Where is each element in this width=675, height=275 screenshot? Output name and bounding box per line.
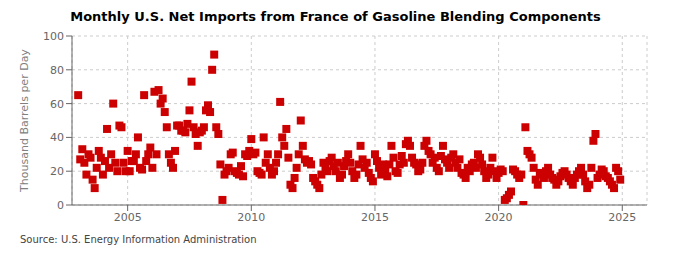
html-text:Monthly U.S. Net Imports from: Monthly U.S. Net Imports from France of … <box>70 9 601 24</box>
svg-text:40: 40 <box>50 131 64 144</box>
svg-text:Thousand Barrels per Day: Thousand Barrels per Day <box>18 49 31 193</box>
html-text:Source: U.S. Energy Informatio: Source: U.S. Energy Information Administ… <box>20 234 257 245</box>
svg-text:2015: 2015 <box>361 211 389 224</box>
svg-text:60: 60 <box>50 98 64 111</box>
svg-text:20: 20 <box>50 165 64 178</box>
svg-text:100: 100 <box>43 30 64 43</box>
svg-text:2005: 2005 <box>114 211 142 224</box>
svg-text:0: 0 <box>57 199 64 212</box>
svg-text:80: 80 <box>50 64 64 77</box>
svg-text:2020: 2020 <box>485 211 513 224</box>
svg-text:2010: 2010 <box>237 211 265 224</box>
svg-text:2025: 2025 <box>608 211 636 224</box>
